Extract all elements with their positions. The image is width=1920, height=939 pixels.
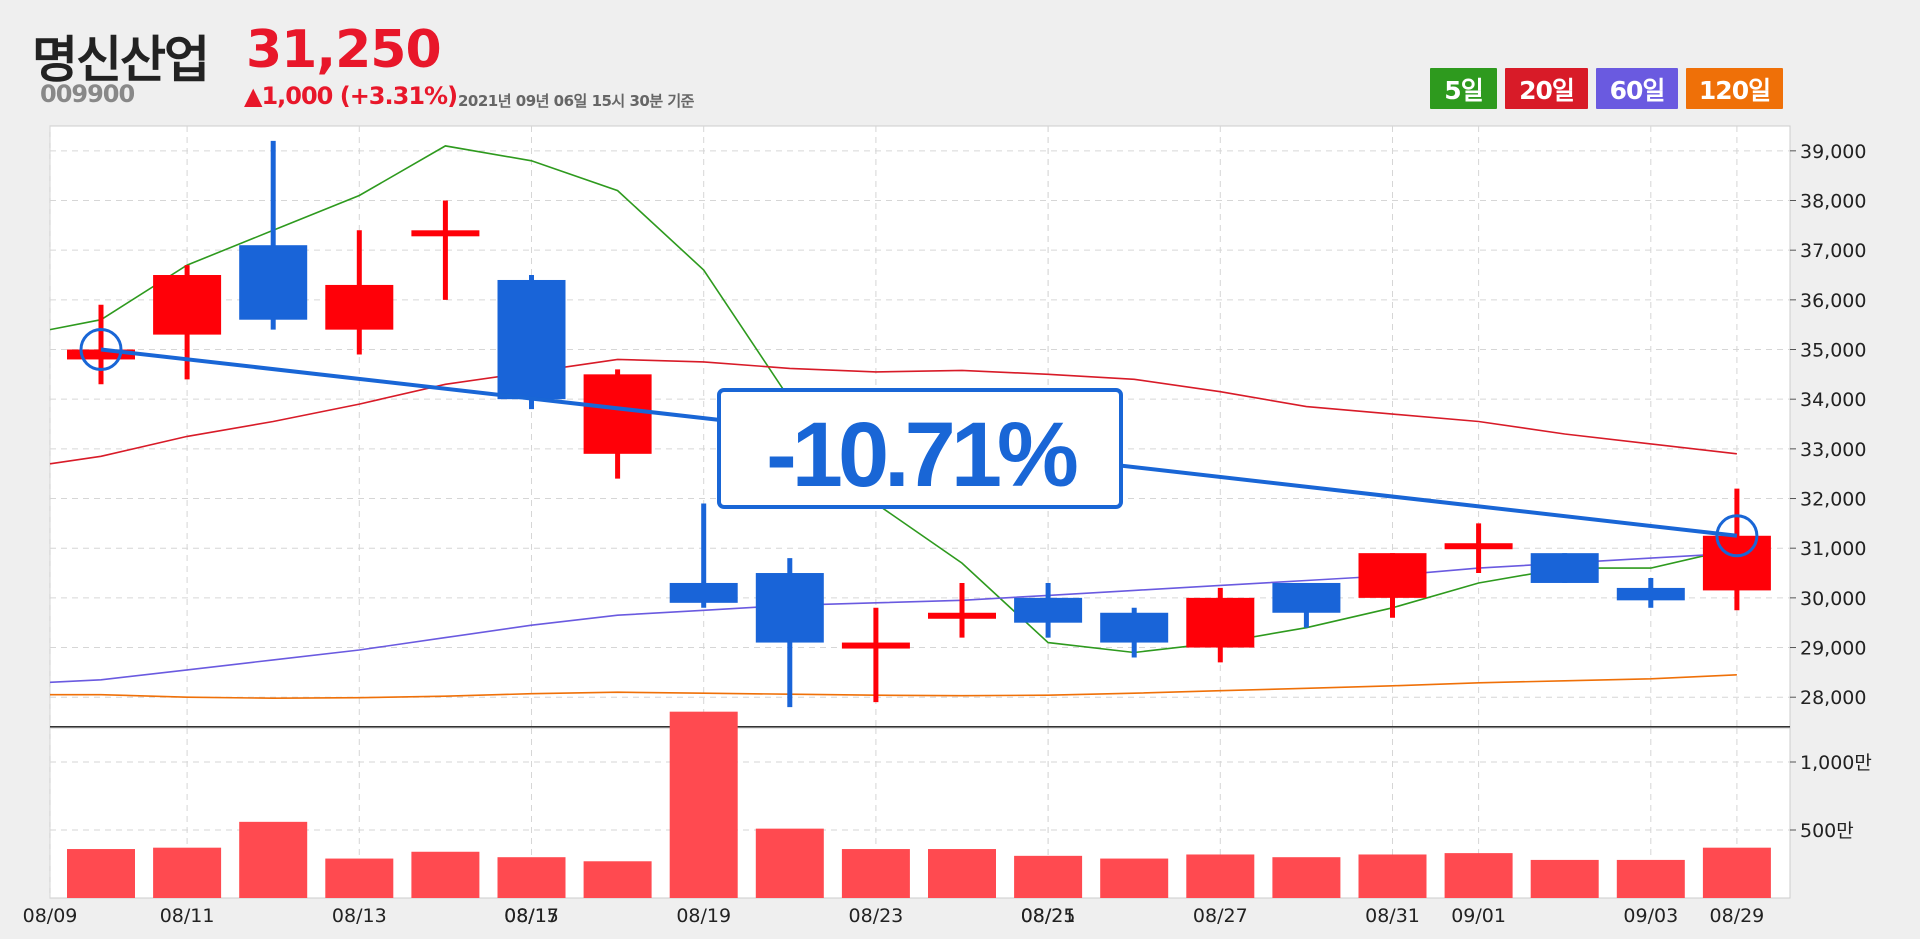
volume-bar bbox=[1616, 859, 1685, 898]
price-tick-label: 35,000 bbox=[1800, 340, 1866, 362]
trend-end-marker bbox=[1715, 514, 1759, 558]
volume-bar bbox=[497, 857, 566, 898]
candle-body bbox=[67, 349, 135, 360]
volume-bar bbox=[239, 821, 308, 898]
candle-body bbox=[325, 284, 394, 330]
volume-bar bbox=[1358, 854, 1427, 898]
volume-bar bbox=[1186, 854, 1255, 898]
price-tick-label: 38,000 bbox=[1800, 191, 1866, 213]
date-tick-label: 09/03 bbox=[1623, 905, 1678, 927]
date-tick-label: 08/17 bbox=[504, 905, 559, 927]
candle-body bbox=[928, 612, 996, 619]
price-tick-label: 30,000 bbox=[1800, 588, 1866, 610]
candle-body bbox=[1616, 587, 1685, 601]
date-tick-label: 08/25 bbox=[1021, 905, 1076, 927]
as-of-timestamp: 2021년 09년 06일 15시 30분 기준 bbox=[458, 92, 694, 110]
price-tick-label: 39,000 bbox=[1800, 141, 1866, 163]
price-axis: 28,000 29,000 30,000 31,000 32,000 33,000 34,0… bbox=[1790, 141, 1866, 709]
volume-bar bbox=[1100, 858, 1169, 898]
volume-bar bbox=[153, 847, 222, 898]
volume-grid bbox=[49, 728, 1790, 898]
candle-body bbox=[583, 374, 652, 454]
candle-body bbox=[1530, 553, 1599, 583]
date-tick-label: 08/29 bbox=[1710, 905, 1765, 927]
candles bbox=[67, 140, 1771, 708]
volume-axis: 500만 1,000만 bbox=[1790, 752, 1872, 842]
volume-tick-label: 1,000만 bbox=[1800, 752, 1872, 774]
trend-start-marker bbox=[79, 328, 123, 372]
volume-bar bbox=[411, 851, 480, 898]
ma-line-20일 bbox=[49, 358, 1737, 465]
date-tick-label: 08/19 bbox=[676, 905, 731, 927]
date-tick-label: 08/15 bbox=[504, 905, 559, 927]
candle-body bbox=[1444, 543, 1513, 550]
volume-pane: 500만 1,000만 bbox=[49, 711, 1872, 899]
volume-plot-area bbox=[49, 727, 1791, 899]
volume-bar bbox=[1272, 857, 1341, 898]
date-tick-label: 08/31 bbox=[1365, 905, 1420, 927]
candle-body bbox=[755, 573, 824, 643]
date-tick-label: 08/13 bbox=[332, 905, 387, 927]
candle-body bbox=[1272, 582, 1341, 613]
price-tick-label: 29,000 bbox=[1800, 638, 1866, 660]
price-tick-label: 33,000 bbox=[1800, 439, 1866, 461]
candle-body bbox=[1186, 597, 1255, 648]
price-tick-label: 37,000 bbox=[1800, 240, 1866, 262]
percent-change-label: -10.71% bbox=[766, 404, 1077, 506]
candle-body bbox=[1358, 553, 1427, 598]
candle-body bbox=[841, 642, 910, 649]
candle-body bbox=[497, 279, 566, 400]
date-tick-label: 08/21 bbox=[1021, 905, 1076, 927]
candle-body bbox=[1702, 535, 1771, 591]
price-tick-label: 34,000 bbox=[1800, 389, 1866, 411]
ma-20-button[interactable]: 20일 bbox=[1505, 68, 1588, 109]
volume-bar bbox=[1702, 847, 1771, 898]
volume-bar bbox=[1014, 855, 1083, 898]
candle-body bbox=[411, 230, 480, 237]
price-change: ▲1,000 (+3.31%) bbox=[244, 82, 458, 110]
date-tick-label: 09/01 bbox=[1451, 905, 1506, 927]
candle-body bbox=[239, 245, 308, 320]
volume-bar bbox=[669, 711, 738, 898]
current-price: 31,250 bbox=[246, 20, 442, 80]
volume-bar bbox=[928, 849, 996, 898]
date-tick-label: 08/11 bbox=[160, 905, 215, 927]
volume-bar bbox=[841, 849, 910, 898]
ma-5-button[interactable]: 5일 bbox=[1430, 68, 1497, 109]
date-tick-label: 08/27 bbox=[1193, 905, 1248, 927]
price-tick-label: 36,000 bbox=[1800, 290, 1866, 312]
ma-line-60일 bbox=[49, 552, 1737, 684]
date-tick-label: 08/09 bbox=[23, 905, 78, 927]
volume-bars bbox=[67, 711, 1771, 898]
volume-bar bbox=[325, 858, 394, 898]
date-tick-label: 08/23 bbox=[849, 905, 904, 927]
candle-body bbox=[669, 582, 738, 603]
percent-change-box: -10.71% bbox=[717, 388, 1123, 509]
ma-120-button[interactable]: 120일 bbox=[1686, 68, 1783, 109]
volume-bar bbox=[755, 828, 824, 898]
volume-tick-label: 500만 bbox=[1800, 820, 1854, 842]
price-tick-label: 32,000 bbox=[1800, 489, 1866, 511]
candle-body bbox=[153, 275, 222, 335]
stock-code: 009900 bbox=[40, 80, 135, 108]
volume-bar bbox=[67, 849, 135, 898]
percent-change-frame bbox=[717, 388, 1123, 509]
candle-body bbox=[1014, 597, 1083, 623]
candle-body bbox=[1100, 612, 1169, 643]
price-tick-label: 31,000 bbox=[1800, 538, 1866, 560]
volume-bar bbox=[1530, 859, 1599, 898]
price-tick-label: 28,000 bbox=[1800, 687, 1866, 709]
volume-bar bbox=[583, 861, 652, 898]
volume-bar bbox=[1444, 853, 1513, 898]
stock-name: 명신산업 bbox=[32, 31, 210, 89]
ma-60-button[interactable]: 60일 bbox=[1596, 68, 1678, 109]
